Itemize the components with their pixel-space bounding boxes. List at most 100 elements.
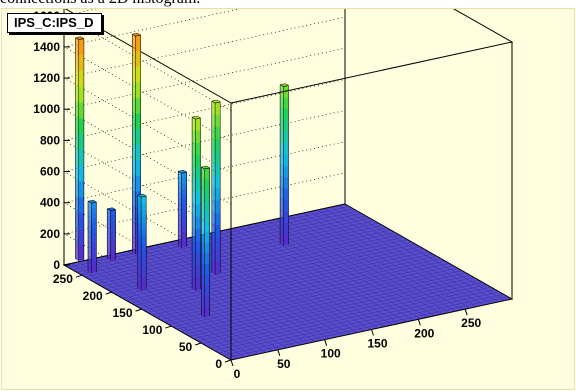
floor-grid [122, 237, 404, 299]
floor-grid [267, 220, 435, 316]
bar [106, 207, 117, 261]
bar-front-face [204, 231, 210, 244]
bar-side-face [211, 162, 216, 177]
x-tick [464, 309, 468, 316]
bar-side-face [191, 276, 196, 291]
z-tick-label: 400 [40, 196, 60, 210]
y-tick-label: 100 [142, 323, 162, 337]
bar-side-face [279, 141, 284, 155]
bar-front-face [204, 241, 210, 254]
bar-side-face [201, 262, 205, 275]
bar-front-face [140, 235, 147, 244]
bar-side-face [191, 116, 196, 132]
x-tick-label: 200 [414, 326, 434, 340]
bar-side-face [132, 220, 136, 239]
floor-grid [316, 209, 485, 306]
bar-side-face [279, 197, 284, 212]
bar-front-face [214, 114, 221, 128]
y-tick [75, 274, 83, 278]
bar-side-face [191, 165, 196, 181]
floor-grid [246, 225, 414, 321]
plot-ticks: 0200400600800100012001400160005010015020… [33, 9, 481, 381]
z-tick-label: 0 [53, 258, 60, 272]
x-tick [324, 339, 328, 346]
bar [211, 99, 221, 275]
bar-side-face [191, 202, 196, 218]
floor-grid [88, 218, 371, 280]
bar-side-face [75, 100, 79, 119]
floor-grid [218, 231, 386, 327]
bar-front-face [214, 260, 221, 275]
bar-side-face [132, 143, 136, 161]
bar-side-face [201, 272, 205, 286]
x-tick-label: 100 [321, 347, 341, 361]
bar-side-face [211, 223, 216, 238]
bar-front-face [195, 178, 201, 193]
x-tick-label: 50 [277, 357, 291, 371]
x-tick [371, 329, 374, 336]
floor-grid [84, 215, 366, 278]
floor-grid [239, 226, 407, 323]
bar-front-face [283, 96, 289, 110]
grid-line [63, 9, 241, 143]
bar-side-face [211, 149, 216, 165]
bar [87, 199, 98, 274]
bar-front-face [195, 276, 201, 291]
bar-front-face [283, 176, 289, 189]
bar-front-face [135, 159, 141, 177]
x-tick-label: 150 [367, 337, 387, 351]
bar-front-face [204, 262, 210, 275]
floor-grid [118, 234, 400, 297]
bar-front-face [195, 215, 201, 230]
plot-frame [230, 9, 514, 360]
floor-grid [147, 251, 429, 313]
bar-side-face [211, 247, 216, 263]
bar-front-face [204, 305, 210, 318]
floor-grid [211, 232, 379, 329]
floor-grid [134, 244, 417, 306]
bar-front-face [135, 112, 141, 130]
bar-front-face [204, 188, 210, 201]
y-tick-label: 200 [83, 289, 103, 303]
bar-side-face [211, 198, 216, 214]
bar-side-face [132, 174, 136, 193]
bar-side-face [132, 158, 136, 177]
plot-canvas: 0200400600800100012001400160005010015020… [1, 8, 575, 390]
bar-front-face [140, 222, 147, 231]
bar-front-face [283, 119, 289, 133]
bar-side-face [211, 211, 216, 226]
y-tick [135, 308, 142, 312]
bar-front-face [283, 198, 289, 212]
bar-front-face [135, 50, 141, 68]
bar-front-face [204, 294, 210, 307]
bar-front-face [283, 221, 289, 235]
bar-front-face [135, 175, 141, 193]
bar-side-face [75, 37, 79, 56]
floor-grid [139, 246, 421, 308]
bar-side-face [191, 263, 196, 279]
bar-side-face [191, 178, 196, 193]
bar [74, 36, 85, 262]
bar-front-face [214, 101, 221, 116]
z-tick-label: 1000 [33, 102, 60, 116]
bar-side-face [132, 80, 136, 99]
bar-side-face [191, 141, 196, 157]
bar-front-face [195, 154, 201, 169]
bar-front-face [214, 199, 221, 214]
bar-front-face [195, 240, 201, 254]
bar-front-face [283, 142, 289, 155]
bar-side-face [201, 188, 205, 201]
bar-side-face [201, 283, 205, 297]
bar-front-face [78, 117, 85, 135]
bar-front-face [135, 65, 141, 83]
bar-side-face [211, 113, 216, 128]
bar-front-face [283, 153, 289, 167]
bar [191, 115, 202, 291]
bar-front-face [135, 128, 141, 146]
y-tick-label: 150 [112, 306, 132, 320]
bar-front-face [78, 212, 85, 230]
bar-front-face [140, 242, 147, 251]
bar-front-face [78, 243, 85, 262]
bar-front-face [195, 191, 201, 205]
y-tick [165, 325, 172, 329]
